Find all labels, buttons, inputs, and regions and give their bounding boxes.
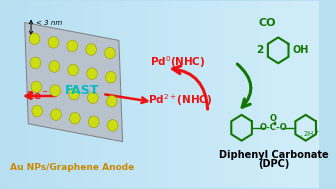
Circle shape: [87, 68, 97, 79]
Text: Pd$^{2+}$(NHC): Pd$^{2+}$(NHC): [148, 92, 212, 108]
Circle shape: [31, 81, 42, 93]
Circle shape: [51, 109, 61, 120]
Text: (DPC): (DPC): [258, 160, 289, 170]
Text: O: O: [270, 114, 277, 123]
Circle shape: [88, 92, 98, 103]
Text: 2e$^-$: 2e$^-$: [26, 89, 49, 101]
Circle shape: [86, 44, 96, 55]
Text: , 2H$^+$: , 2H$^+$: [298, 129, 320, 140]
Text: Pd$^0$(NHC): Pd$^0$(NHC): [150, 54, 205, 70]
Circle shape: [70, 112, 80, 124]
Circle shape: [105, 47, 115, 59]
Polygon shape: [25, 22, 123, 142]
Circle shape: [107, 95, 117, 107]
Circle shape: [50, 85, 60, 96]
Text: 2: 2: [256, 45, 263, 55]
FancyArrowPatch shape: [173, 66, 208, 109]
FancyArrowPatch shape: [237, 64, 251, 107]
Circle shape: [88, 116, 99, 128]
Text: < 3 nm: < 3 nm: [36, 19, 62, 26]
Circle shape: [49, 61, 59, 72]
Text: Au NPs/Graphene Anode: Au NPs/Graphene Anode: [10, 163, 134, 172]
Circle shape: [48, 37, 59, 48]
Text: FAST: FAST: [65, 84, 99, 97]
Text: OH: OH: [293, 45, 309, 55]
Circle shape: [30, 57, 41, 69]
Circle shape: [106, 71, 116, 83]
Circle shape: [32, 105, 42, 117]
Circle shape: [68, 64, 79, 76]
Circle shape: [69, 88, 79, 100]
Text: Diphenyl Carbonate: Diphenyl Carbonate: [219, 149, 328, 160]
Circle shape: [107, 120, 118, 131]
Text: O-C-O: O-C-O: [260, 123, 288, 132]
Text: CO: CO: [258, 18, 276, 28]
Circle shape: [67, 40, 78, 52]
Circle shape: [29, 33, 40, 45]
